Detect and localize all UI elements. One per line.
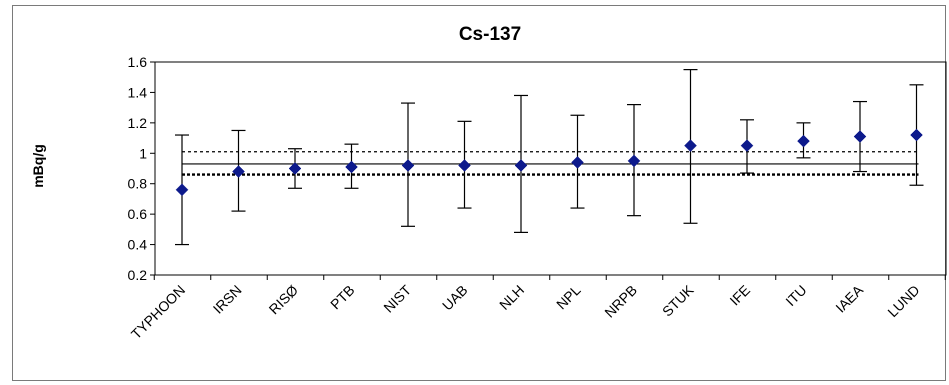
data-point-iaea (853, 130, 867, 143)
y-tick-label: 1.2 (128, 115, 148, 131)
data-point-nlh (514, 159, 528, 172)
chart-frame: Cs-137 mBq/g 0.2 0.4 0.6 0.8 1 1.2 1.4 1.6 TYPH… (12, 5, 947, 381)
y-axis-label: mBq/g (30, 144, 46, 188)
y-tick-label: 0.6 (128, 206, 148, 222)
x-category-label: NIST (380, 281, 414, 315)
x-category-label: TYPHOON (128, 282, 188, 342)
x-category-label: NRPB (601, 282, 640, 321)
x-category-label: LUND (884, 282, 922, 320)
chart-svg: Cs-137 mBq/g 0.2 0.4 0.6 0.8 1 1.2 1.4 1.6 TYPH… (30, 24, 947, 342)
data-point-ptb (345, 160, 358, 174)
x-category-label: NLH (496, 282, 527, 313)
y-tick-label: 0.8 (128, 176, 148, 192)
data-point-irsn (232, 165, 245, 178)
x-category-label: IAEA (832, 281, 866, 315)
y-tick-label: 1.4 (128, 84, 148, 100)
reference-lines (182, 151, 919, 176)
x-category-label: UAB (439, 282, 471, 314)
x-category-label: IFE (726, 282, 753, 309)
y-ticks: 0.2 0.4 0.6 0.8 1 1.2 1.4 1.6 (128, 54, 946, 283)
chart-title: Cs-137 (459, 24, 521, 45)
data-point-stuk (684, 139, 697, 153)
plot-area (154, 61, 947, 276)
data-points (175, 128, 923, 197)
x-category-label: STUK (659, 281, 697, 319)
y-tick-label: 0.2 (128, 267, 148, 283)
data-point-typhoon (175, 183, 189, 197)
data-point-nrpb (627, 154, 641, 168)
data-point-uab (458, 159, 471, 172)
x-category-label: PTB (327, 282, 358, 313)
x-category-label: IRSN (210, 282, 245, 317)
data-point-lund (910, 128, 923, 142)
data-point-ife (740, 139, 754, 153)
y-tick-label: 1 (139, 145, 147, 161)
x-category-label: ITU (782, 282, 809, 309)
x-category-labels: TYPHOON IRSN RISØ PTB NIST UAB NLH NPL NRPB STUK I… (128, 281, 923, 342)
data-point-risø (288, 162, 302, 175)
x-category-label: RISØ (266, 282, 302, 318)
x-category-label: NPL (553, 282, 584, 313)
y-tick-label: 0.4 (128, 237, 148, 253)
data-point-nist (401, 159, 415, 172)
y-tick-label: 1.6 (128, 54, 148, 70)
data-point-npl (571, 156, 584, 169)
error-bars (175, 69, 924, 246)
data-point-itu (797, 134, 810, 148)
